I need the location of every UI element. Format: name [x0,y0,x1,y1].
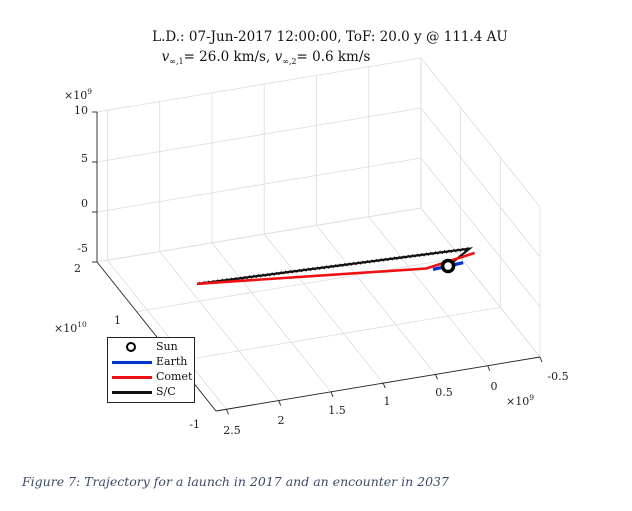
figure-caption: Figure 7: Trajectory for a launch in 201… [22,474,449,489]
grid-lines [96,57,541,412]
x-tick-0: 0 [491,380,498,393]
y-tick-2: 2 [74,262,81,275]
sidewall-grid-z-0 [420,57,541,208]
backwall-grid-z-0 [96,57,422,113]
backwall-grid-z-1 [96,107,422,163]
x-tick-0.5: 0.5 [435,386,453,399]
x-axis-exponent: ×109 [506,393,534,408]
sidewall-grid-z-1 [420,107,541,258]
legend-earth-symbol [112,358,152,366]
x-tick-minus0.5: -0.5 [547,370,568,383]
series-layer [196,247,476,286]
y-tick-1: 1 [114,314,121,327]
x-tick-mark-2 [435,374,438,380]
v1-value: = 26.0 km/s, [184,49,275,65]
axis-lines [92,111,543,415]
z-tick-10: 10 [74,104,88,117]
tick-labels: 10 5 0 -5 2 1 -1 -0.5 0 0.5 1 1.5 2 2.5 … [54,87,569,437]
z-axis-exponent: ×109 [64,87,92,102]
legend-entry-earth: Earth [108,355,194,369]
series-comet-line [197,251,476,286]
floor-grid-x-2 [316,225,436,375]
x-axis-line [215,356,541,412]
floor-grid-x-4 [211,242,332,393]
series-sc-noise [196,247,470,286]
legend: Sun Earth Comet S/C [107,337,195,403]
floor-grid-x-5 [159,251,280,401]
floor-grid-x-1 [368,216,489,366]
x-tick-1.5: 1.5 [328,404,346,417]
z-tick-minus5: -5 [77,242,88,255]
chart-title-line1: L.D.: 07-Jun-2017 12:00:00, ToF: 20.0 y … [152,29,508,45]
legend-sc-label: S/C [156,385,176,398]
legend-earth-label: Earth [156,355,188,368]
v1-subscript: ∞,1 [169,57,183,66]
y-axis-exponent: ×1010 [54,320,87,335]
legend-sun-label: Sun [156,340,178,353]
x-tick-mark-5 [278,400,282,406]
floor-grid-y-2 [136,257,461,313]
v2-value: = 0.6 km/s [297,49,371,65]
legend-entry-sc: S/C [108,385,194,399]
legend-entry-sun: Sun [108,340,194,354]
x-tick-2.5: 2.5 [223,424,241,437]
v1-symbol: v [162,49,170,65]
legend-sun-symbol [112,342,152,352]
legend-comet-label: Comet [156,370,193,383]
chart-title-line2: v∞,1= 26.0 km/s, v∞,2= 0.6 km/s [162,49,371,66]
x-tick-mark-6 [226,409,229,415]
y-axis-line [96,261,217,412]
x-tick-1: 1 [384,395,391,408]
series-sun-marker [440,258,456,274]
v2-subscript: ∞,2 [282,57,296,66]
y-tick-minus1: -1 [189,418,200,431]
x-tick-mark-0 [539,356,543,363]
x-tick-mark-3 [382,382,386,389]
sidewall-grid-z-3 [420,207,541,358]
legend-entry-comet: Comet [108,370,194,384]
v2-symbol: v [275,49,283,65]
x-tick-mark-1 [487,365,491,371]
backwall-grid-z-3 [96,207,422,263]
sidewall-grid-z-2 [420,157,541,308]
backwall-grid-z-2 [96,157,422,213]
floor-grid-x-3 [263,233,384,384]
floor-grid-x-6 [107,260,227,410]
x-tick-mark-4 [330,391,334,398]
z-tick-0: 0 [81,197,88,210]
x-tick-2: 2 [278,414,285,427]
legend-comet-symbol [112,373,152,381]
z-tick-5: 5 [81,152,88,165]
floor-grid-y-1 [176,306,501,362]
legend-sc-symbol [112,388,152,396]
